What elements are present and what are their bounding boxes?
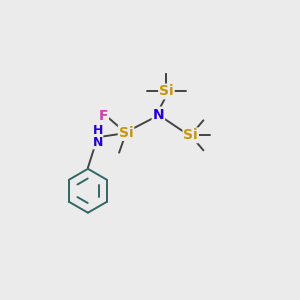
Text: Si: Si <box>119 126 133 140</box>
Text: H
N: H N <box>93 124 103 149</box>
Text: Si: Si <box>183 128 198 142</box>
Text: N: N <box>153 107 164 122</box>
Text: Si: Si <box>159 84 174 98</box>
Text: F: F <box>99 109 108 123</box>
